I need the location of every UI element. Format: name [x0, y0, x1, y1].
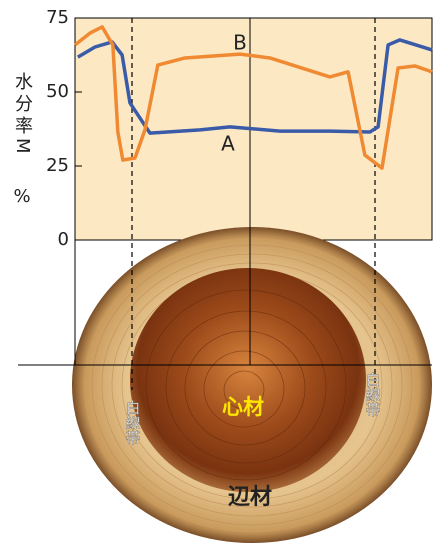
annotation: 白線帯 — [124, 400, 142, 445]
y-tick-label: 0 — [58, 229, 69, 250]
chart: 水分率M % 白線帯 白線帯 心材 辺材 0 25 50 75 A B — [0, 0, 438, 546]
annotation: 心材 — [222, 395, 264, 419]
y-axis-label: 水分率M — [12, 72, 33, 158]
page: {"chart_data": {"type": "line", "ylabel"… — [0, 0, 438, 550]
y-tick-label: 50 — [46, 81, 69, 102]
y-axis-unit: % — [13, 186, 30, 207]
y-tick-label: 75 — [46, 7, 69, 28]
series-label: B — [233, 31, 247, 55]
y-tick-label: 25 — [46, 155, 69, 176]
annotation: 白線帯 — [364, 372, 382, 417]
series-label: A — [221, 132, 235, 156]
annotation: 辺材 — [228, 485, 272, 510]
